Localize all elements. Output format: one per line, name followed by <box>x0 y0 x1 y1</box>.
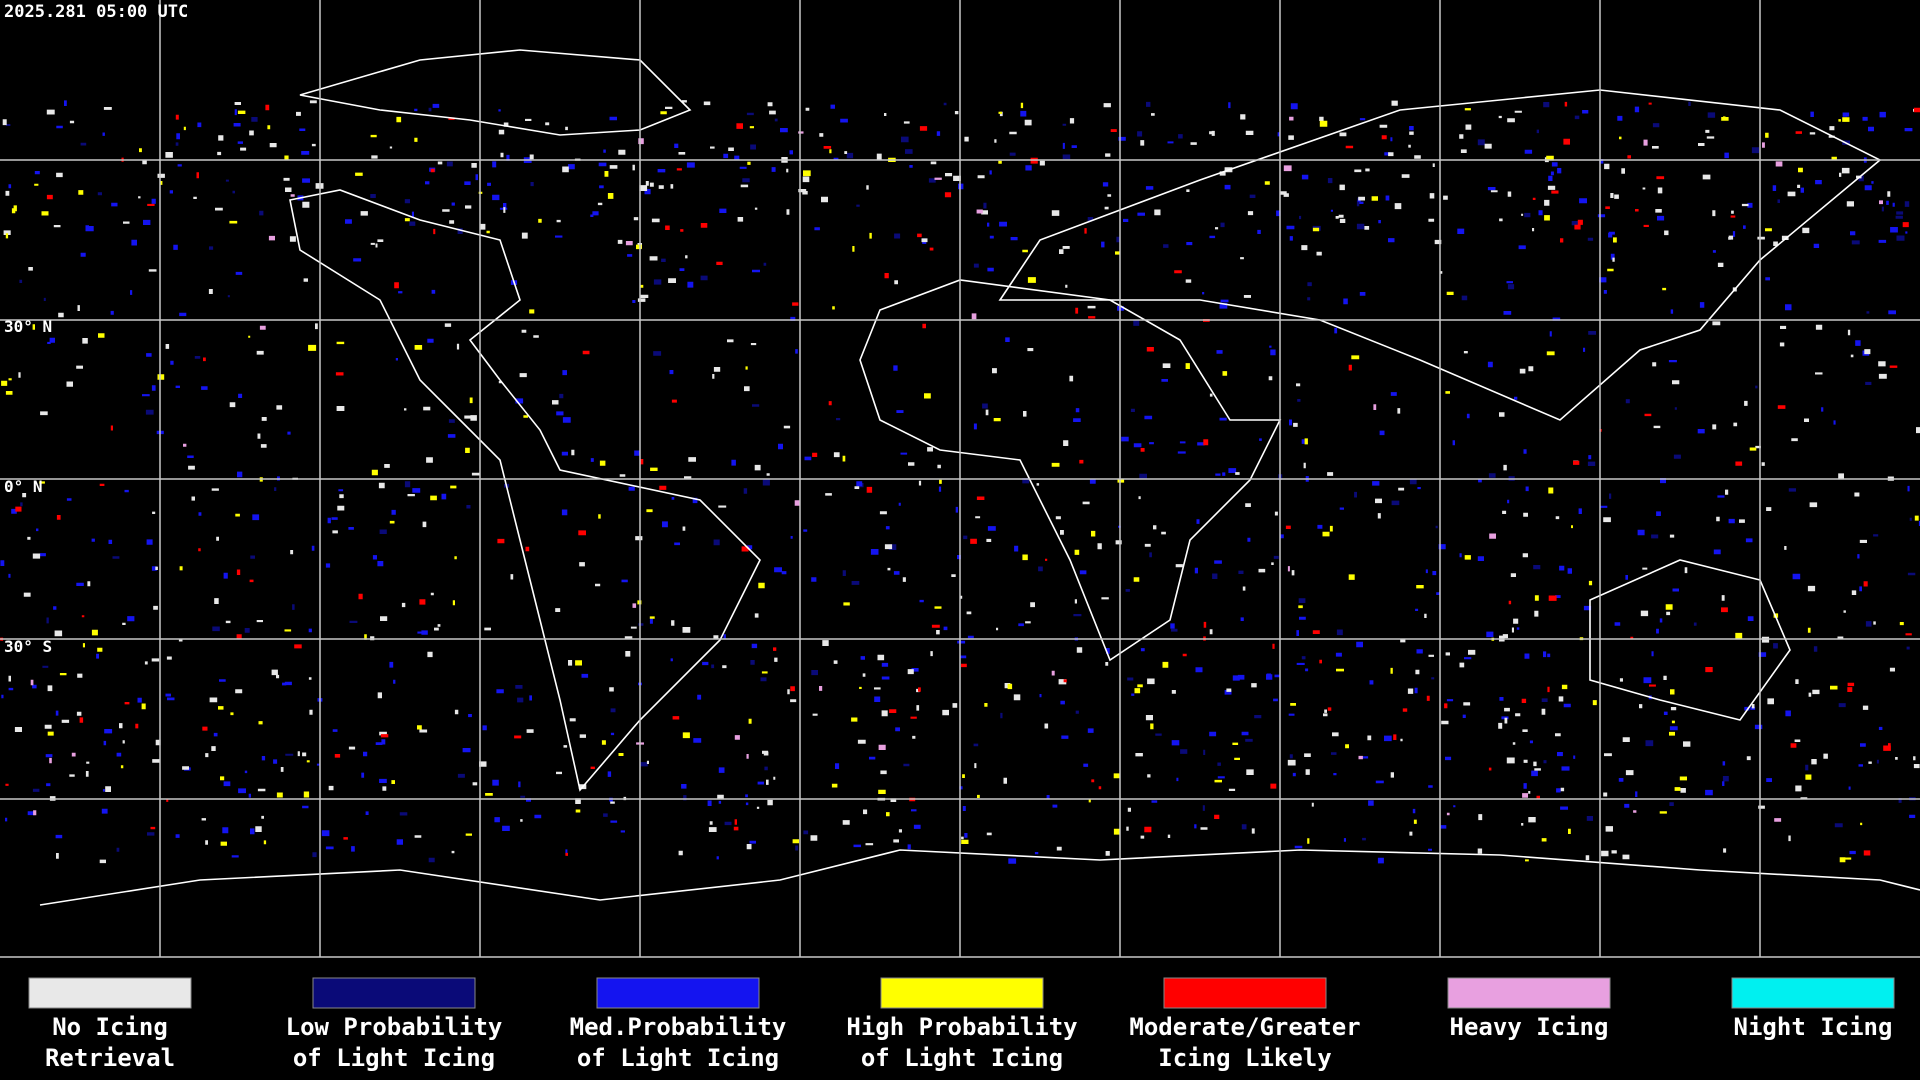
coastline <box>998 89 1882 421</box>
legend-swatch <box>1447 977 1611 1009</box>
coastline <box>289 189 761 792</box>
legend-label: No Icing <box>52 1013 168 1041</box>
timestamp: 2025.281 05:00 UTC <box>4 2 188 22</box>
coastline <box>299 49 692 136</box>
latitude-label: 30° S <box>4 637 52 656</box>
legend-label: Heavy Icing <box>1450 1013 1609 1041</box>
legend-swatch <box>28 977 192 1009</box>
legend-label: Med.Probability <box>570 1013 787 1041</box>
legend-label: Retrieval <box>45 1044 175 1072</box>
legend-label: of Light Icing <box>577 1044 779 1072</box>
legend-label: Low Probability <box>286 1013 503 1041</box>
legend-swatch <box>880 977 1044 1009</box>
legend-label: Night Icing <box>1734 1013 1893 1041</box>
legend-label: of Light Icing <box>293 1044 495 1072</box>
graticule <box>0 0 1920 957</box>
legend-swatch <box>312 977 476 1009</box>
legend-label: Icing Likely <box>1158 1044 1331 1072</box>
legend-swatch <box>596 977 760 1009</box>
legend-label: High Probability <box>846 1013 1077 1041</box>
legend-label: of Light Icing <box>861 1044 1063 1072</box>
legend-label: Moderate/Greater <box>1129 1013 1360 1041</box>
coastline <box>1589 559 1791 721</box>
latitude-label: 30° N <box>4 317 52 336</box>
latitude-labels: 30° N 0° N 30° S <box>4 317 52 656</box>
legend-swatch <box>1731 977 1895 1009</box>
legend-swatch <box>1163 977 1327 1009</box>
coastline <box>39 849 1920 906</box>
legend: No Icing Retrieval Low Probability of Light… <box>28 977 1895 1072</box>
latitude-label: 0° N <box>4 477 43 496</box>
